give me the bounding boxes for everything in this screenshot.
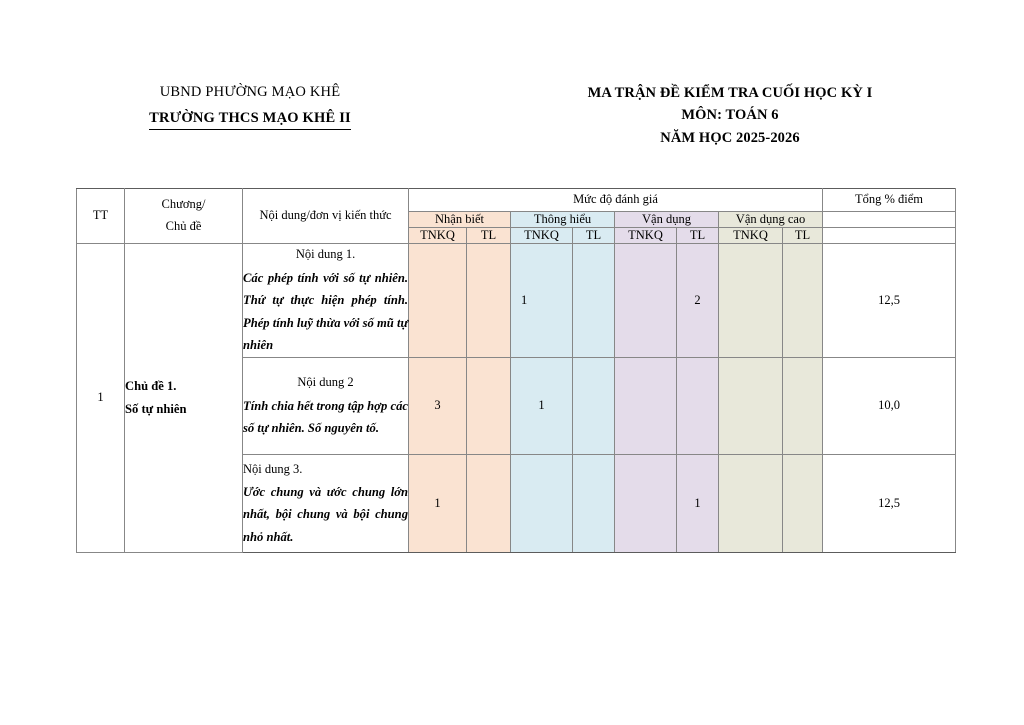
cell-nhan-biet-tl: [466, 453, 511, 553]
cell-total-percent: 12,5: [822, 453, 957, 553]
total-percent-spacer-row2: [822, 210, 957, 228]
content-unit-heading: Nội dung 3.: [243, 461, 303, 476]
matrix-table-container: TT Chương/ Chủ đề Nội dung/đơn vị kiến t…: [76, 188, 957, 553]
topic-title-cell: Chủ đề 1. Số tự nhiên: [124, 242, 243, 553]
cell-van-dung-cao-tl: [781, 242, 824, 358]
cell-van-dung-tl: 2: [676, 242, 719, 358]
assessment-matrix-table: TT Chương/ Chủ đề Nội dung/đơn vị kiến t…: [76, 188, 957, 553]
subheader-nhan-biet-tnkq: TNKQ: [408, 226, 467, 244]
content-unit-description: Tính chia hết trong tập hợp các số tự nh…: [243, 398, 408, 435]
total-percent-spacer-row3: [822, 226, 957, 244]
cell-van-dung-tl: [676, 356, 719, 455]
cell-van-dung-cao-tnkq: [718, 242, 783, 358]
level-header-van-dung-cao: Vận dụng cao: [717, 210, 824, 228]
column-header-content-unit: Nội dung/đơn vị kiến thức: [242, 188, 409, 244]
header-right-block: MA TRẬN ĐỀ KIỂM TRA CUỐI HỌC KỲ I MÔN: T…: [470, 82, 950, 149]
cell-van-dung-cao-tnkq: [718, 453, 783, 553]
column-header-tt: TT: [76, 188, 125, 244]
cell-nhan-biet-tnkq: 1: [408, 453, 467, 553]
level-header-thong-hieu: Thông hiểu: [510, 210, 615, 228]
content-unit-cell: Nội dung 1. Các phép tính với số tự nhiê…: [242, 242, 409, 358]
topic-title-line1: Chủ đề 1.: [125, 378, 177, 393]
subheader-thong-hieu-tnkq: TNKQ: [510, 226, 573, 244]
cell-van-dung-tnkq: [614, 453, 677, 553]
table-row: Nội dung 3. Ước chung và ước chung lớn n…: [77, 453, 957, 553]
cell-nhan-biet-tl: [466, 242, 511, 358]
cell-thong-hieu-tl: [572, 356, 615, 455]
cell-nhan-biet-tnkq: 3: [408, 356, 467, 455]
content-unit-cell: Nội dung 2 Tính chia hết trong tập hợp c…: [242, 356, 409, 455]
cell-van-dung-cao-tnkq: [718, 356, 783, 455]
subheader-nhan-biet-tl: TL: [466, 226, 511, 244]
cell-van-dung-cao-tl: [781, 356, 824, 455]
cell-thong-hieu-tnkq: [510, 453, 573, 553]
level-header-nhan-biet: Nhận biết: [408, 210, 511, 228]
subheader-van-dung-cao-tl: TL: [781, 226, 824, 244]
table-header-row-2: Nhận biết Thông hiểu Vận dụng Vận dụng c…: [77, 210, 957, 228]
cell-total-percent: 12,5: [822, 242, 957, 358]
content-unit-heading: Nội dung 2: [297, 375, 354, 390]
cell-thong-hieu-tl: [572, 242, 615, 358]
content-unit-cell: Nội dung 3. Ước chung và ước chung lớn n…: [242, 453, 409, 553]
table-header-row-3: TNKQ TL TNKQ TL TNKQ TL TNKQ TL: [77, 226, 957, 244]
organization-name: UBND PHƯỜNG MẠO KHÊ: [159, 84, 341, 100]
cell-total-percent: 10,0: [822, 356, 957, 455]
subheader-van-dung-cao-tnkq: TNKQ: [718, 226, 783, 244]
cell-van-dung-tl: 1: [676, 453, 719, 553]
column-header-chapter-line2: Chủ đề: [165, 218, 202, 233]
subheader-thong-hieu-tl: TL: [572, 226, 615, 244]
subheader-van-dung-tl: TL: [676, 226, 719, 244]
column-header-chapter-line1: Chương/: [161, 197, 206, 212]
cell-thong-hieu-tl: [572, 453, 615, 553]
table-row: Nội dung 2 Tính chia hết trong tập hợp c…: [77, 356, 957, 455]
content-unit-description: Ước chung và ước chung lớn nhất, bội chu…: [243, 484, 408, 544]
header-left-block: UBND PHƯỜNG MẠO KHÊ TRƯỜNG THCS MẠO KHÊ …: [0, 82, 470, 130]
cell-van-dung-tnkq: [614, 356, 677, 455]
school-name: TRƯỜNG THCS MẠO KHÊ II: [149, 110, 351, 130]
subheader-van-dung-tnkq: TNKQ: [614, 226, 677, 244]
content-unit-heading: Nội dung 1.: [295, 247, 356, 262]
column-header-assessment-level: Mức độ đánh giá: [407, 188, 824, 212]
cell-thong-hieu-tnkq: 1: [510, 242, 573, 358]
topic-title-line2: Số tự nhiên: [125, 401, 187, 416]
level-header-van-dung: Vận dụng: [614, 210, 719, 228]
table-row: 1 Chủ đề 1. Số tự nhiên Nội dung 1. Các …: [76, 242, 957, 553]
subject-line: MÔN: TOÁN 6: [681, 107, 779, 124]
column-header-total-percent: Tổng % điểm: [822, 188, 957, 212]
document-header: UBND PHƯỜNG MẠO KHÊ TRƯỜNG THCS MẠO KHÊ …: [0, 82, 1024, 149]
cell-van-dung-tnkq: [614, 242, 677, 358]
school-year-line: NĂM HỌC 2025-2026: [660, 129, 800, 146]
cell-thong-hieu-tnkq: 1: [510, 356, 573, 455]
document-title: MA TRẬN ĐỀ KIỂM TRA CUỐI HỌC KỲ I: [587, 85, 873, 101]
cell-van-dung-cao-tl: [781, 453, 824, 553]
cell-nhan-biet-tl: [466, 356, 511, 455]
table-header-row-1: TT Chương/ Chủ đề Nội dung/đơn vị kiến t…: [76, 188, 957, 244]
topic-number: 1: [76, 242, 125, 553]
cell-nhan-biet-tnkq: [408, 242, 467, 358]
content-unit-description: Các phép tính với số tự nhiên. Thứ tự th…: [243, 270, 408, 352]
column-header-chapter: Chương/ Chủ đề: [124, 188, 243, 244]
